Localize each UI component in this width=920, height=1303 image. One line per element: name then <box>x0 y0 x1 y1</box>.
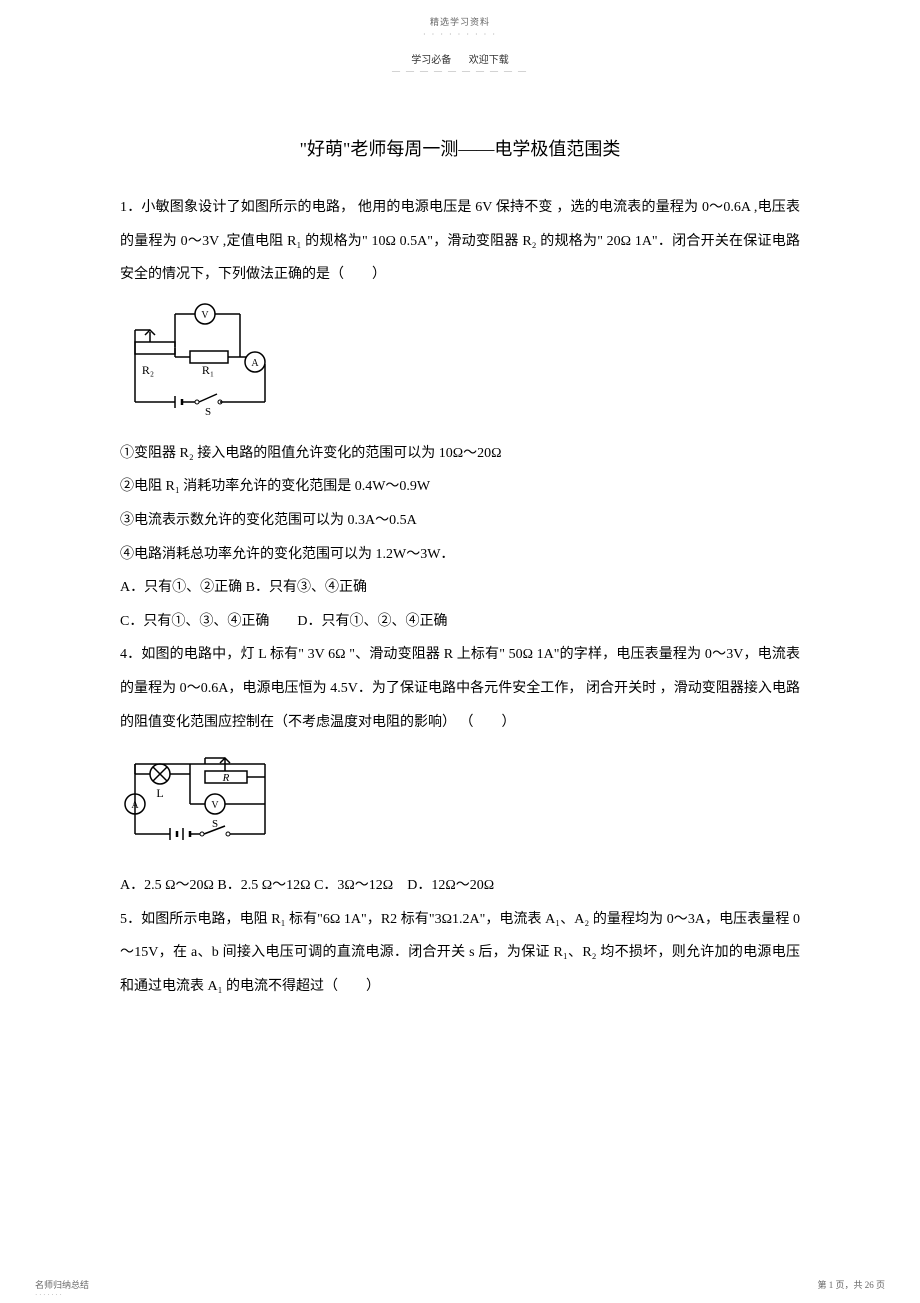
q1-choice-ab: A．只有①、②正确 B．只有③、④正确 <box>120 571 800 605</box>
q1-option-3: ③电流表示数允许的变化范围可以为 0.3A～0.5A <box>120 504 800 538</box>
footer-left-dots: · · · · · · · <box>35 1291 89 1299</box>
svg-text:S: S <box>205 406 211 417</box>
q1-choice-cd: C．只有①、③、④正确 D．只有①、②、④正确 <box>120 605 800 639</box>
header-dots: · · · · · · · · · <box>0 30 920 39</box>
footer-left-text: 名师归纳总结 <box>35 1278 89 1291</box>
circuit-diagram-1: V R₂ R₁ A <box>120 302 800 417</box>
header-dashes: — — — — — — — — — — <box>0 66 920 75</box>
svg-text:V: V <box>201 310 209 321</box>
circuit-diagram-2: L A R V <box>120 749 800 849</box>
question-1-intro: 1．小敏图象设计了如图所示的电路， 他用的电源电压是 6V 保持不变 ，选的电流… <box>120 191 800 292</box>
svg-text:S: S <box>212 818 218 830</box>
q4-choices: A．2.5 Ω～20Ω B．2.5 Ω～12Ω C．3Ω～12Ω D．12Ω～2… <box>120 869 800 903</box>
svg-text:R₁: R₁ <box>202 363 214 377</box>
svg-text:A: A <box>131 800 139 811</box>
page-header: 精选学习资料 · · · · · · · · · 学习必备 欢迎下载 — — —… <box>0 0 920 75</box>
svg-text:R₂: R₂ <box>142 363 154 377</box>
footer-right: 第 1 页，共 26 页 <box>817 1278 885 1291</box>
header-subline: 学习必备 欢迎下载 <box>0 51 920 66</box>
main-content: "好萌"老师每周一测——电学极值范围类 1．小敏图象设计了如图所示的电路， 他用… <box>0 75 920 1004</box>
page-title: "好萌"老师每周一测——电学极值范围类 <box>120 135 800 161</box>
header-left-text: 学习必备 <box>411 55 451 66</box>
q1-option-2: ②电阻 R₁ 消耗功率允许的变化范围是 0.4W～0.9W <box>120 470 800 504</box>
q1-option-4: ④电路消耗总功率允许的变化范围可以为 1.2W～3W． <box>120 538 800 572</box>
header-note: 精选学习资料 <box>0 15 920 28</box>
header-right-text: 欢迎下载 <box>469 55 509 66</box>
svg-text:V: V <box>211 800 219 811</box>
footer-left: 名师归纳总结 · · · · · · · <box>35 1278 89 1299</box>
question-4-intro: 4．如图的电路中，灯 L 标有" 3V 6Ω "、滑动变阻器 R 上标有" 50… <box>120 638 800 739</box>
question-5-intro: 5．如图所示电路，电阻 R₁ 标有"6Ω 1A"，R2 标有"3Ω1.2A"，电… <box>120 903 800 1004</box>
svg-text:R: R <box>222 772 230 784</box>
svg-text:A: A <box>251 358 259 369</box>
q1-option-1: ①变阻器 R₂ 接入电路的阻值允许变化的范围可以为 10Ω～20Ω <box>120 437 800 471</box>
svg-text:L: L <box>156 786 163 800</box>
circuit-1-svg: V R₂ R₁ A <box>120 302 275 417</box>
circuit-2-svg: L A R V <box>120 749 280 849</box>
